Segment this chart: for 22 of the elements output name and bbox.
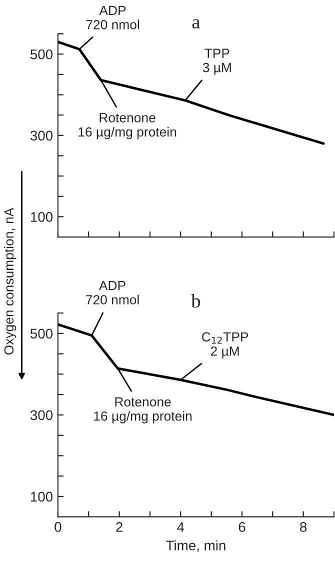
y-tick-label: 100	[30, 212, 53, 222]
annotation: ADP 720 nmol	[86, 281, 139, 304]
annotation: Rotenone 16 µg/mg protein	[94, 397, 192, 424]
annotation: C$_{12}$TPP 2 µM	[202, 332, 248, 358]
y-axis-title: Oxygen consumption, nA	[4, 208, 16, 355]
annotation: ADP 720 nmol	[86, 6, 140, 30]
y-tick-label: 500	[30, 49, 53, 60]
x-tick-label: 2	[116, 522, 122, 532]
x-tick-label: 0	[54, 522, 62, 532]
y-tick-label: 100	[30, 492, 53, 502]
y-tick-label: 300	[30, 410, 53, 420]
annotation: Rotenone 16 µg/mg protein	[78, 113, 176, 140]
x-axis-title: Time, min	[166, 540, 226, 552]
line-series	[58, 40, 325, 145]
y-tick-label: 300	[30, 130, 53, 141]
y-tick-label: 500	[30, 328, 53, 339]
x-tick-label: 8	[300, 522, 307, 532]
annotation: TPP 3 µM	[202, 48, 231, 75]
chart-title: a	[192, 19, 200, 28]
x-tick-label: 4	[177, 522, 184, 532]
chart-title: b	[191, 294, 200, 308]
x-tick-label: 6	[238, 522, 246, 532]
